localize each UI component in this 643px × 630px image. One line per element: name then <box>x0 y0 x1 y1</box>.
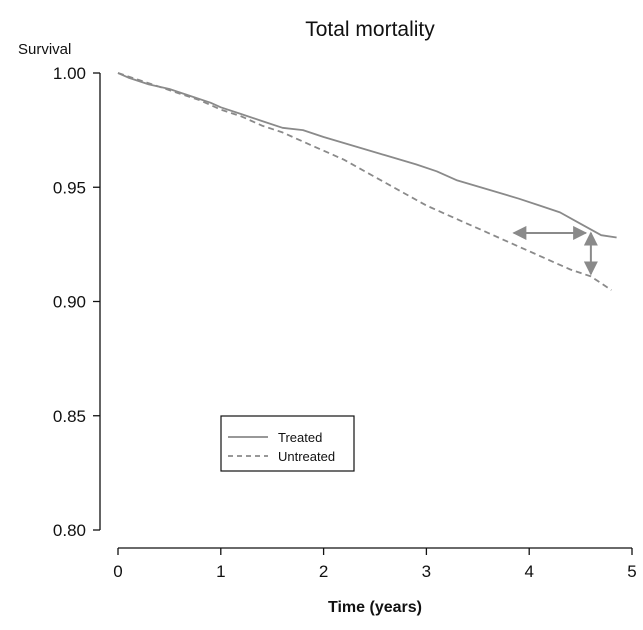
y-tick-label: 0.95 <box>53 178 86 197</box>
series-layer <box>117 72 617 291</box>
legend: Treated Untreated <box>220 415 355 472</box>
x-axis-label: Time (years) <box>328 599 422 616</box>
chart-title: Total mortality <box>305 18 435 41</box>
x-tick-label: 0 <box>113 562 122 581</box>
y-tick-label: 0.80 <box>53 521 86 540</box>
y-tick-label: 0.85 <box>53 407 86 426</box>
x-tick-label: 1 <box>216 562 225 581</box>
legend-label-untreated: Untreated <box>278 449 335 464</box>
x-tick-label: 2 <box>319 562 328 581</box>
x-tick-label: 3 <box>422 562 431 581</box>
x-tick-label: 4 <box>524 562 533 581</box>
annotation-layer <box>512 225 598 276</box>
legend-box <box>220 415 355 472</box>
y-tick-label: 1.00 <box>53 64 86 83</box>
series-line-untreated <box>117 72 612 291</box>
y-tick-label: 0.90 <box>53 293 86 312</box>
legend-label-treated: Treated <box>278 430 322 445</box>
x-tick-label: 5 <box>627 562 636 581</box>
series-line-treated <box>117 72 617 239</box>
y-axis-label: Survival <box>18 41 71 58</box>
axes: 0 1 2 3 4 5 0.80 0.85 0.90 0.95 1.00 <box>53 64 637 581</box>
